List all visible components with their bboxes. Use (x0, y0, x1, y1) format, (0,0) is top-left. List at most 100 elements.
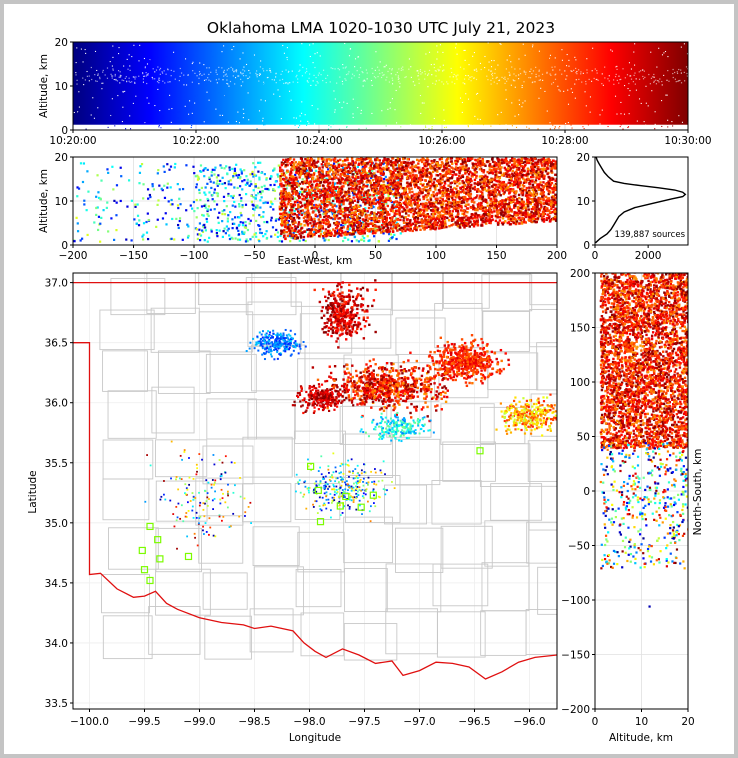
time-height-gap (378, 69, 380, 71)
time-height-source (412, 93, 414, 95)
time-height-source (500, 43, 502, 45)
time-height-gap (296, 74, 298, 76)
time-height-source (427, 74, 429, 76)
ew-altitude-source (270, 219, 273, 222)
time-height-gap (441, 81, 443, 83)
time-height-source (631, 77, 633, 79)
ew-altitude-source (301, 191, 304, 194)
ew-altitude-source (354, 205, 358, 208)
time-height-source (379, 127, 381, 129)
ew-altitude-source (341, 239, 345, 243)
ew-altitude-source (443, 208, 446, 212)
ew-altitude-source (240, 170, 243, 173)
time-height-gap (144, 67, 146, 69)
ew-altitude-source (403, 225, 406, 229)
time-height-source (151, 116, 153, 118)
time-height-source (92, 97, 94, 99)
ew-altitude-source (548, 209, 551, 212)
ew-altitude-source (534, 217, 537, 221)
time-height-source (165, 97, 167, 99)
time-height-source (583, 127, 585, 130)
ew-altitude-source (335, 205, 338, 208)
time-height-source (511, 102, 513, 104)
ew-altitude-source (308, 184, 311, 187)
time-height-source (183, 80, 185, 82)
time-height-gap (552, 81, 555, 84)
time-height-source (598, 91, 600, 93)
ew-altitude-source (232, 175, 235, 178)
ew-altitude-source (429, 198, 433, 201)
ew-altitude-source (510, 214, 513, 218)
ew-altitude-source (465, 200, 469, 203)
ew-altitude-source (138, 182, 141, 185)
ew-altitude-source (363, 211, 366, 214)
time-height-gap (508, 71, 510, 73)
time-height-source (600, 87, 602, 89)
ew-altitude-source (544, 209, 547, 212)
time-height-source (316, 114, 318, 116)
time-height-source (381, 91, 383, 93)
time-height-source (648, 65, 650, 67)
ew-altitude-source (273, 167, 276, 170)
ew-altitude-source (352, 217, 356, 220)
ew-altitude-source (461, 199, 464, 202)
ew-altitude-source (450, 212, 453, 216)
time-height-source (175, 95, 177, 97)
time-height-source (618, 75, 620, 77)
time-height-source (523, 46, 525, 48)
time-height-source (243, 102, 245, 104)
time-height-source (185, 117, 187, 119)
time-height-source (674, 48, 676, 50)
time-height-source (118, 53, 120, 55)
ew-altitude-source (303, 165, 306, 168)
time-height-gap (334, 68, 336, 70)
time-height-source (285, 105, 287, 108)
ew-altitude-source (107, 171, 110, 174)
ew-altitude-source (337, 209, 341, 213)
ew-altitude-source (458, 182, 461, 185)
ew-altitude-source (239, 221, 242, 224)
ew-altitude-source (427, 207, 430, 210)
time-height-source (239, 120, 241, 122)
time-height-source (420, 95, 422, 97)
ew-altitude-source (468, 170, 472, 173)
ew-altitude-source (233, 172, 236, 175)
time-height-gap (361, 71, 363, 73)
ew-altitude-source (280, 217, 283, 221)
ew-altitude-source (484, 218, 487, 221)
ew-altitude-source (348, 217, 351, 220)
time-height-gap (82, 77, 84, 79)
ew-altitude-source (517, 177, 520, 180)
ew-altitude-source (338, 186, 341, 189)
time-height-source (424, 60, 426, 62)
ew-altitude-source (348, 221, 352, 224)
ew-altitude-source (410, 178, 414, 182)
time-height-gap (225, 73, 227, 75)
time-height-source (495, 66, 497, 68)
time-height-gap (162, 80, 164, 82)
ew-altitude-source (426, 213, 429, 216)
ew-altitude-source (227, 214, 230, 217)
ew-altitude-source (420, 219, 424, 222)
time-height-gap (125, 76, 127, 78)
ew-altitude-source (366, 235, 369, 238)
ew-altitude-source (478, 175, 482, 178)
ew-altitude-source (422, 226, 425, 230)
ew-altitude-source (204, 186, 207, 189)
ew-altitude-source (330, 232, 333, 236)
time-height-ticks: 10:20:00 10:22:00 10:24:00 10:26:00 10:28:00… (49, 37, 711, 147)
time-height-source (214, 90, 216, 92)
ew-altitude-source (554, 161, 557, 164)
time-height-gap (506, 80, 508, 82)
time-height-source (385, 125, 387, 127)
time-height-source (362, 100, 365, 102)
time-height-gap (416, 70, 418, 72)
time-height-source (431, 76, 433, 78)
ew-altitude-source (348, 202, 351, 205)
ew-altitude-source (181, 238, 184, 241)
time-height-source (352, 116, 354, 118)
ew-altitude-source (410, 196, 413, 200)
time-height-gap (247, 77, 249, 80)
ew-altitude-source (298, 232, 301, 235)
time-height-source (459, 97, 462, 99)
